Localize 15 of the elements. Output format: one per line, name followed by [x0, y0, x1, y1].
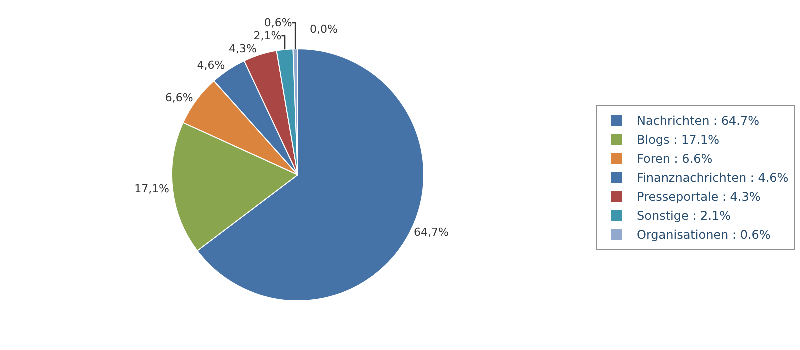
- data-label: 4,6%: [197, 58, 226, 72]
- legend-label: Foren : 6.6%: [637, 152, 713, 166]
- legend-label: Organisationen : 0.6%: [637, 228, 771, 242]
- legend-label: Presseportale : 4.3%: [637, 190, 761, 204]
- data-label: 2,1%: [254, 29, 282, 42]
- legend-label: Blogs : 17.1%: [637, 133, 720, 148]
- data-label: 0,6%: [264, 16, 292, 30]
- text: 0,0%: [310, 23, 338, 36]
- data-label: 17,1%: [134, 182, 170, 196]
- data-label: 6,6%: [165, 92, 194, 105]
- legend-label: Nachrichten : 64.7%: [637, 114, 760, 128]
- data-label: 4,3%: [228, 42, 257, 56]
- legend-label: Sonstige : 2.1%: [637, 209, 732, 224]
- data-label: 64,7%: [414, 226, 450, 239]
- legend-label: Finanznachrichten : 4.6%: [637, 171, 789, 186]
